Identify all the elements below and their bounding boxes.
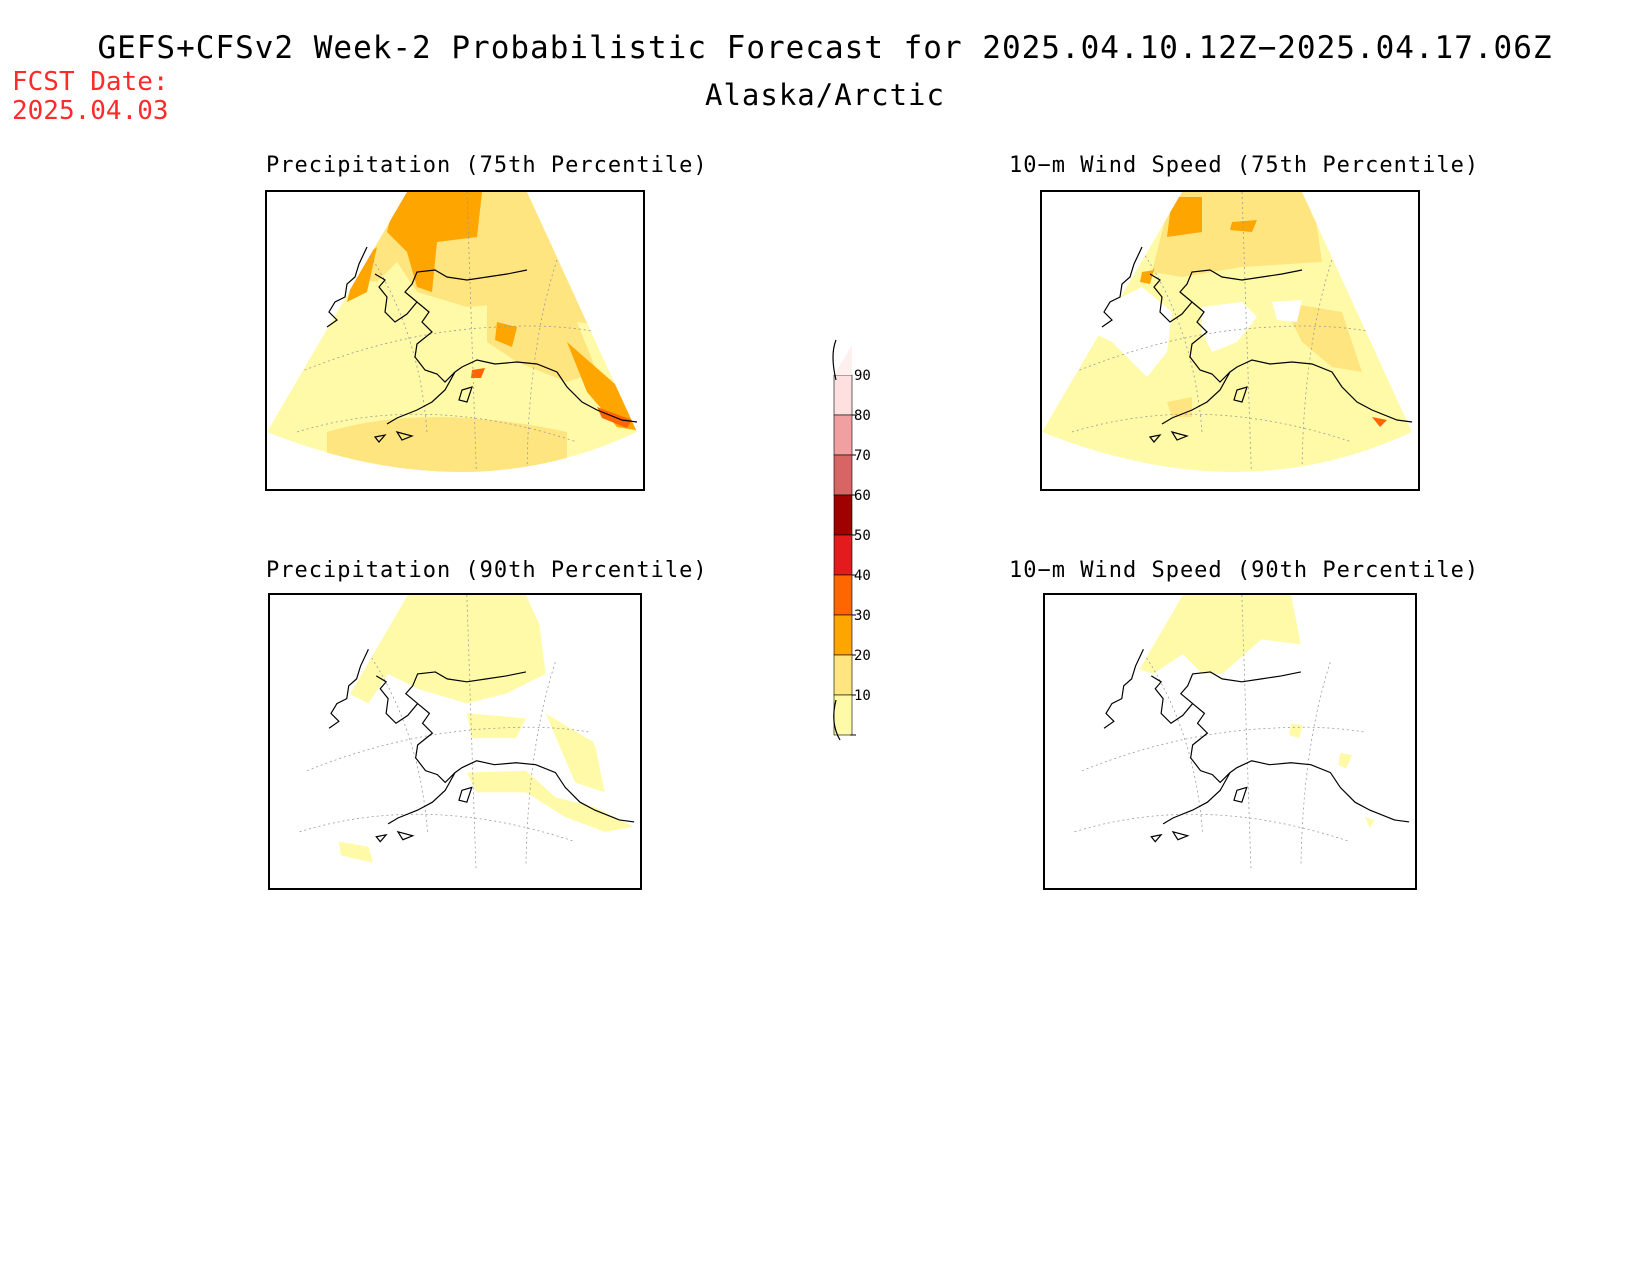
region-40-50-panhandle (1372, 417, 1387, 427)
colorbar-bottom-arrow (833, 699, 841, 741)
forecast-date: FCST Date: 2025.04.03 (12, 68, 169, 126)
region-10-20-southwest (338, 841, 379, 872)
page-title: GEFS+CFSv2 Week-2 Probabilistic Forecast… (97, 30, 1553, 66)
graticule (1054, 595, 1410, 872)
region-40-50-gulf (471, 368, 485, 378)
region-30-40-west (1140, 270, 1154, 284)
region-10-20-panhandle (1364, 817, 1375, 828)
coastline (328, 649, 635, 843)
colorbar-label-20: 20 (854, 648, 871, 664)
region-10-20-east (1289, 723, 1303, 739)
map-canvas-precip-90 (279, 595, 635, 872)
region-30-40-north (387, 192, 482, 292)
map-precip-90 (268, 593, 642, 890)
colorbar-swatch-80 (833, 414, 853, 456)
panel-title-precip-90: Precipitation (90th Percentile) (266, 558, 708, 583)
region-10-20-north (1138, 595, 1301, 674)
region-below-10-interior (1202, 302, 1257, 352)
colorbar: 90 80 70 60 50 40 30 20 10 (818, 335, 898, 745)
colorbar-swatch-60 (833, 494, 853, 536)
panel-title-wind-90: 10−m Wind Speed (90th Percentile) (1009, 558, 1480, 583)
region-30-40-arctic (1230, 220, 1257, 232)
colorbar-swatch-10 (833, 694, 853, 736)
coastline (326, 246, 638, 443)
region-20-30-south (327, 417, 567, 472)
map-canvas-wind-90 (1054, 595, 1410, 872)
colorbar-label-30: 30 (854, 608, 871, 624)
region-30-40-north (1167, 197, 1202, 237)
colorbar-top-arrow (832, 339, 837, 381)
colorbar-top-wedge (834, 345, 852, 375)
map-wind-75 (1040, 190, 1420, 491)
colorbar-swatch-70 (833, 454, 853, 496)
region-below-10-east (1272, 300, 1302, 322)
map-wind-90 (1043, 593, 1417, 890)
panel-title-wind-75: 10−m Wind Speed (75th Percentile) (1009, 153, 1480, 178)
forecast-date-value: 2025.04.03 (12, 96, 169, 126)
colorbar-label-90: 90 (854, 368, 871, 384)
coastline (1101, 246, 1413, 443)
region-30-40-west (347, 247, 377, 302)
forecast-date-label: FCST Date: (12, 67, 169, 97)
colorbar-label-80: 80 (854, 408, 871, 424)
colorbar-swatch-20 (833, 654, 853, 696)
coastline (1103, 649, 1410, 843)
region-10-20-interior (466, 713, 526, 739)
colorbar-swatch-50 (833, 534, 853, 576)
map-canvas-wind-75 (1042, 192, 1413, 472)
colorbar-swatch-30 (833, 614, 853, 656)
colorbar-label-60: 60 (854, 488, 871, 504)
colorbar-label-40: 40 (854, 568, 871, 584)
colorbar-swatch-90 (833, 374, 853, 416)
region-10-20-east (545, 713, 605, 793)
graticule (279, 595, 635, 872)
colorbar-label-70: 70 (854, 448, 871, 464)
graticule (276, 192, 637, 472)
page-subtitle: Alaska/Arctic (705, 78, 945, 112)
panel-title-precip-75: Precipitation (75th Percentile) (266, 153, 708, 178)
colorbar-label-50: 50 (854, 528, 871, 544)
region-10-20-southeast (1338, 752, 1353, 769)
region-10-20-north (348, 595, 546, 704)
colorbar-label-10: 10 (854, 688, 871, 704)
graticule (1051, 192, 1412, 472)
colorbar-swatch-40 (833, 574, 853, 616)
map-precip-75 (265, 190, 645, 491)
region-20-30-mainland (487, 292, 597, 382)
region-30-40-interior (495, 322, 517, 347)
map-canvas-precip-75 (267, 192, 638, 472)
colorbar-svg (832, 339, 856, 741)
region-10-20-gulf (466, 770, 635, 832)
region-20-30-east (1282, 302, 1362, 372)
